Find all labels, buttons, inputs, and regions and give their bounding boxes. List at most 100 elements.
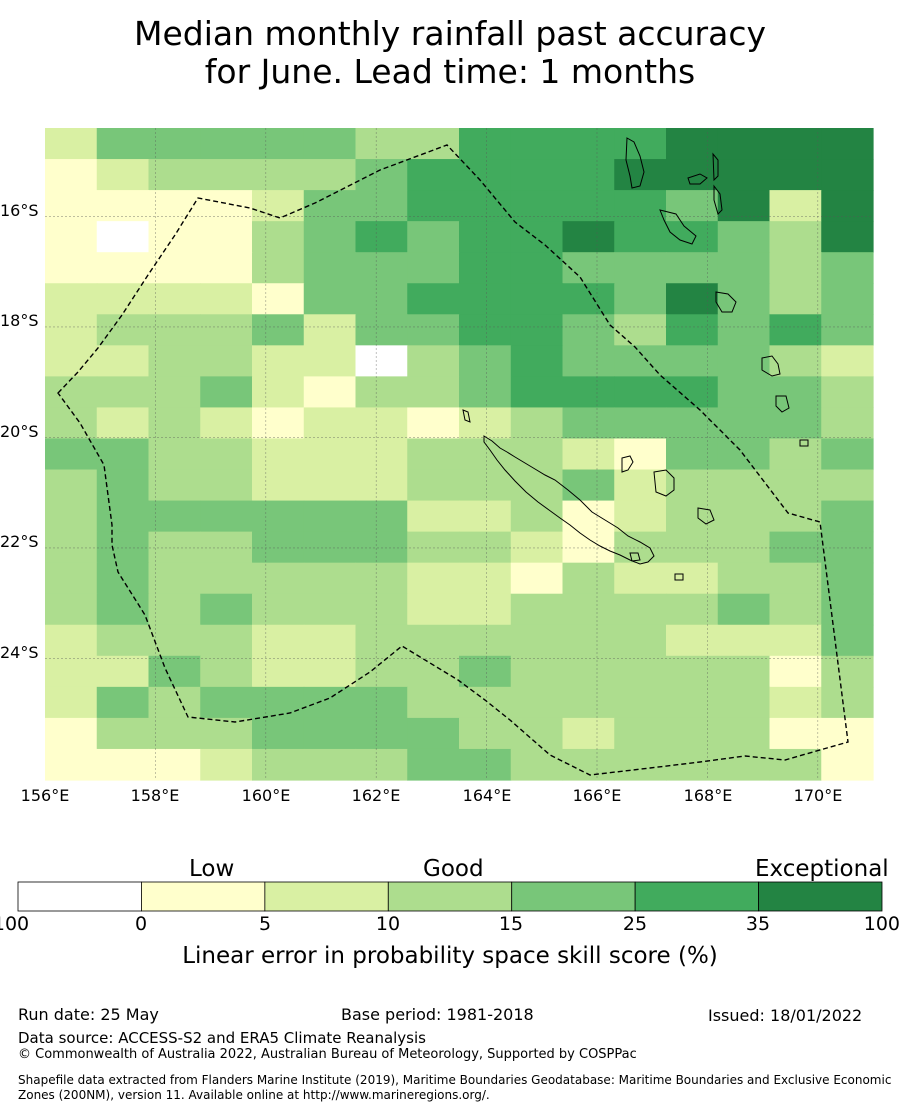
skill-cell: [459, 221, 512, 253]
skill-cell: [355, 748, 408, 781]
skill-cell: [148, 717, 201, 750]
skill-cell: [148, 128, 201, 160]
skill-cell: [510, 717, 564, 750]
skill-cell: [45, 717, 98, 750]
skill-cell: [562, 438, 615, 471]
skill-cell: [717, 593, 771, 626]
skill-cell: [769, 128, 822, 160]
skill-cell: [614, 593, 667, 626]
graticule: [45, 128, 873, 780]
skill-cell: [510, 376, 564, 409]
skill-cell: [407, 438, 460, 471]
skill-cell: [45, 283, 98, 315]
skill-cell: [769, 717, 822, 750]
lon-label-162e: 162°E: [351, 786, 401, 805]
skill-cell: [96, 624, 150, 657]
skill-cell: [303, 407, 357, 440]
skill-cell: [45, 686, 98, 719]
skill-cell: [821, 531, 874, 564]
skill-cell: [303, 128, 357, 160]
skill-cell: [769, 190, 822, 222]
skill-cell: [510, 655, 564, 688]
colorbar-tick-label: 35: [745, 913, 771, 935]
skill-cell: [614, 407, 667, 440]
skill-cell: [614, 221, 667, 253]
skill-cell: [200, 531, 253, 564]
skill-cell: [769, 562, 822, 595]
skill-cell: [303, 686, 357, 719]
skill-cell: [355, 159, 408, 191]
lon-label-166e: 166°E: [572, 786, 622, 805]
skill-cell: [769, 252, 822, 284]
skill-cell: [821, 314, 874, 346]
skill-cell: [562, 252, 615, 284]
skill-cell: [252, 593, 305, 626]
skill-cell: [355, 190, 408, 222]
skill-cell: [355, 345, 408, 377]
skill-cell: [821, 655, 874, 688]
skill-cell: [769, 748, 822, 781]
skill-cell: [717, 717, 771, 750]
skill-cell: [769, 407, 822, 440]
skill-cell: [45, 190, 98, 222]
lat-label-24s: 24°S: [0, 643, 39, 662]
skill-cell: [459, 469, 512, 502]
skill-cell: [96, 221, 150, 253]
skill-cell: [252, 562, 305, 595]
category-label-exceptional: Exceptional: [755, 856, 889, 882]
colorbar-bin: [17, 881, 142, 912]
skill-cell: [96, 345, 150, 377]
land-masses: [462, 137, 809, 581]
skill-cell: [821, 159, 874, 191]
skill-cell: [510, 686, 564, 719]
skill-cell: [148, 438, 201, 471]
skill-grid: [45, 128, 874, 781]
new-caledonia-island: [483, 435, 655, 565]
skill-cell: [562, 500, 615, 533]
skill-cell: [45, 438, 98, 471]
skill-cell: [407, 376, 460, 409]
skill-cell: [666, 562, 719, 595]
skill-cell: [459, 283, 512, 315]
skill-cell: [252, 500, 305, 533]
skill-cell: [148, 314, 201, 346]
skill-cell: [355, 314, 408, 346]
skill-cell: [96, 686, 150, 719]
skill-cell: [459, 655, 512, 688]
skill-cell: [407, 314, 460, 346]
colorbar-tick-label: 5: [258, 913, 272, 935]
skill-cell: [355, 500, 408, 533]
skill-cell: [614, 717, 667, 750]
skill-cell: [355, 283, 408, 315]
skill-cell: [252, 159, 305, 191]
skill-cell: [459, 562, 512, 595]
lon-label-168e: 168°E: [683, 786, 733, 805]
skill-cell: [303, 624, 357, 657]
skill-cell: [45, 314, 98, 346]
skill-cell: [407, 252, 460, 284]
skill-cell: [821, 686, 874, 719]
skill-cell: [200, 221, 253, 253]
skill-cell: [666, 531, 719, 564]
skill-cell: [769, 655, 822, 688]
skill-cell: [96, 748, 150, 781]
isle-of-pines: [629, 552, 641, 562]
skill-cell: [614, 500, 667, 533]
skill-cell: [407, 500, 460, 533]
base-period: Base period: 1981-2018: [341, 1005, 534, 1024]
loyalty-island-lifou: [653, 469, 675, 497]
skill-cell: [769, 469, 822, 502]
colorbar-tick-label: 25: [622, 913, 648, 935]
skill-cell: [717, 314, 771, 346]
skill-cell: [510, 159, 564, 191]
skill-cell: [200, 500, 253, 533]
skill-cell: [717, 469, 771, 502]
skill-cell: [45, 562, 98, 595]
skill-cell: [666, 252, 719, 284]
skill-cell: [200, 252, 253, 284]
skill-cell: [821, 748, 874, 781]
skill-cell: [562, 407, 615, 440]
skill-cell: [303, 159, 357, 191]
skill-cell: [510, 345, 564, 377]
skill-cell: [717, 128, 771, 160]
